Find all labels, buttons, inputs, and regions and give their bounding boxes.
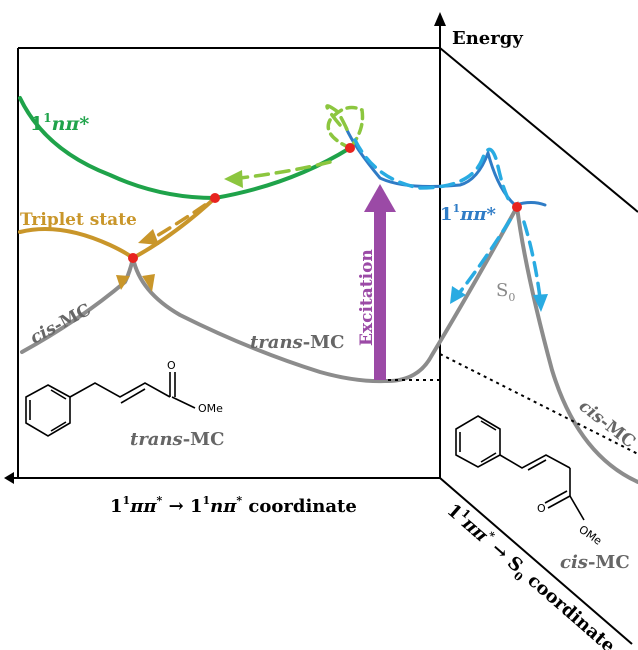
pipi-body: ππ*	[459, 204, 496, 225]
npi-loop-path	[326, 105, 365, 150]
cis-double-bond	[527, 459, 547, 471]
cis-ring-inner-3	[480, 452, 497, 463]
carbonyl-oxygens: O O	[167, 359, 546, 515]
s0-cis-arrowhead	[533, 294, 548, 312]
cis-ester	[569, 495, 585, 521]
ground-level-diagonal	[439, 353, 638, 455]
lc-b: ππ	[129, 496, 157, 517]
npi-sup: 1	[43, 111, 51, 125]
cis-benzene-ring	[455, 415, 501, 468]
npi-prefix: 1	[30, 113, 43, 135]
triplet-cis-arrowhead	[116, 275, 130, 290]
trans-ring-inner-3	[50, 421, 67, 432]
s0-cis-path	[522, 220, 542, 300]
curves	[18, 96, 638, 484]
pipi-prefix: 1	[440, 204, 453, 225]
lc-d-sup: *	[236, 494, 242, 507]
excitation-arrow	[364, 184, 396, 380]
npi-state-label: 11nπ*	[30, 111, 89, 135]
isc-path	[153, 203, 207, 239]
cis-carbonyl-o: O	[537, 502, 546, 515]
s0-subscript: 0	[508, 291, 515, 304]
cis-ring-inner-1	[480, 420, 497, 431]
pipi-relax-path	[353, 138, 514, 207]
trans-struct-italic: trans	[130, 429, 183, 450]
lc-b-sup: *	[157, 494, 163, 507]
trans-struct-rest: -MC	[183, 429, 225, 450]
cis-chain-1	[499, 454, 571, 469]
trans-mc-structure-label: trans-MC	[130, 429, 224, 450]
trans-ester	[171, 396, 196, 409]
lc-tail: coordinate	[242, 496, 357, 517]
cis-carbonyl	[547, 495, 571, 509]
right-coordinate-label: 11ππ* → S0 coordinate	[441, 498, 621, 650]
pipi-state-label: 11ππ*	[440, 202, 497, 225]
s0-trans-path	[458, 218, 512, 294]
pipi-sup: 1	[453, 202, 461, 215]
horizontal-axis-arrowhead	[4, 472, 14, 484]
s0-curve-left	[20, 257, 387, 384]
energy-axis-label: Energy	[452, 28, 523, 49]
axes-frame	[4, 12, 638, 645]
cis-left-rest: -MC	[50, 300, 94, 336]
trans-curve-italic: trans	[250, 332, 303, 353]
npi-relax-arrowhead	[224, 170, 243, 188]
cis-mc-structure-label: cis-MC	[560, 552, 630, 573]
excitation-shaft	[374, 210, 386, 380]
triplet-curve	[18, 196, 217, 261]
trans-chain	[69, 382, 171, 398]
diagonal-axis	[439, 477, 633, 645]
trans-ome-label: OMe	[198, 402, 223, 415]
lc-a: 1	[110, 496, 123, 517]
npi-relax-path	[238, 160, 332, 180]
energy-axis-arrowhead	[434, 12, 446, 26]
excitation-arrowhead	[364, 184, 396, 212]
s0-curve-right	[383, 200, 638, 484]
excitation-label: Excitation	[357, 249, 377, 346]
s0-label: S0	[496, 280, 515, 304]
s0-trans-arrowhead	[450, 286, 466, 304]
left-coordinate-label: 11ππ* → 11nπ* coordinate	[110, 494, 357, 517]
lc-d: nπ	[210, 496, 237, 517]
lc-arrow: →	[162, 496, 190, 517]
lc-a-sup: 1	[123, 494, 131, 507]
cis-struct-rest: -MC	[588, 552, 630, 573]
lc-c: 1	[190, 496, 203, 517]
isc-arrowhead	[138, 229, 159, 245]
trans-benzene-ring	[25, 384, 71, 437]
trans-ring-inner-1	[50, 389, 67, 400]
intersections	[128, 143, 522, 263]
right-panel-top-edge	[439, 47, 638, 213]
trans-double-bond	[120, 388, 146, 404]
npi-triplet-crossing	[210, 193, 220, 203]
cis-carbonyl-2	[544, 490, 568, 504]
pipi-s0-crossing	[512, 202, 522, 212]
lc-c-sup: 1	[202, 494, 210, 507]
cis-struct-italic: cis	[560, 552, 588, 573]
trans-mc-structure	[25, 372, 196, 437]
trans-mc-curve-label: trans-MC	[250, 332, 344, 353]
cis-mc-curve-label-right: cis-MC	[575, 396, 638, 452]
triplet-s0-crossing	[128, 253, 138, 263]
triplet-trans-arrowhead	[142, 274, 155, 292]
triplet-state-label: Triplet state	[20, 210, 137, 230]
pathways	[116, 104, 548, 312]
ground-level-line	[388, 353, 638, 455]
cis-mc-structure	[455, 415, 585, 521]
npi-pipi-crossing	[345, 143, 355, 153]
cis-ome-label: OMe	[576, 523, 604, 548]
npi-curve	[18, 96, 352, 201]
trans-carbonyl-o: O	[167, 359, 176, 372]
s0-letter: S	[496, 280, 508, 301]
rc-tail: coordinate	[519, 566, 619, 650]
trans-curve-rest: -MC	[303, 332, 345, 353]
cis-mc-curve-label-left: cis-MC	[27, 300, 94, 349]
npi-body: nπ*	[52, 113, 90, 135]
